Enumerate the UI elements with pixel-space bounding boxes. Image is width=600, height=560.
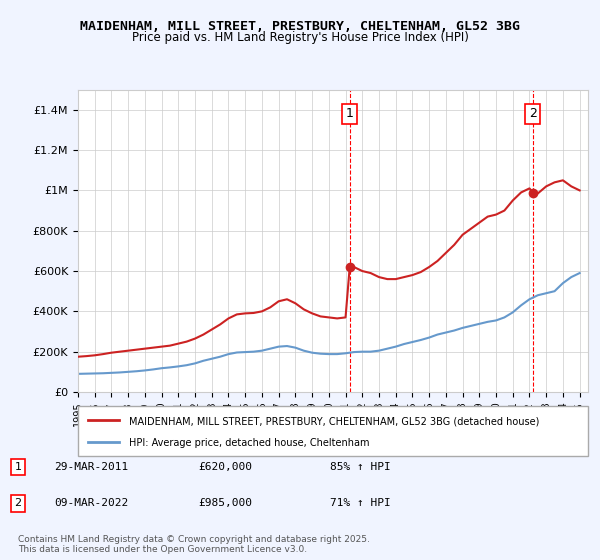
Text: 2: 2 xyxy=(14,498,22,508)
FancyBboxPatch shape xyxy=(78,406,588,456)
Text: 85% ↑ HPI: 85% ↑ HPI xyxy=(330,462,391,472)
Text: £620,000: £620,000 xyxy=(198,462,252,472)
Text: HPI: Average price, detached house, Cheltenham: HPI: Average price, detached house, Chel… xyxy=(129,438,370,449)
Text: MAIDENHAM, MILL STREET, PRESTBURY, CHELTENHAM, GL52 3BG: MAIDENHAM, MILL STREET, PRESTBURY, CHELT… xyxy=(80,20,520,32)
Text: £985,000: £985,000 xyxy=(198,498,252,508)
Text: 1: 1 xyxy=(14,462,22,472)
Text: 1: 1 xyxy=(346,108,353,120)
Text: Contains HM Land Registry data © Crown copyright and database right 2025.
This d: Contains HM Land Registry data © Crown c… xyxy=(18,535,370,554)
Text: 29-MAR-2011: 29-MAR-2011 xyxy=(54,462,128,472)
Text: 09-MAR-2022: 09-MAR-2022 xyxy=(54,498,128,508)
Text: 71% ↑ HPI: 71% ↑ HPI xyxy=(330,498,391,508)
Text: 2: 2 xyxy=(529,108,536,120)
Text: Price paid vs. HM Land Registry's House Price Index (HPI): Price paid vs. HM Land Registry's House … xyxy=(131,31,469,44)
Text: MAIDENHAM, MILL STREET, PRESTBURY, CHELTENHAM, GL52 3BG (detached house): MAIDENHAM, MILL STREET, PRESTBURY, CHELT… xyxy=(129,416,539,426)
